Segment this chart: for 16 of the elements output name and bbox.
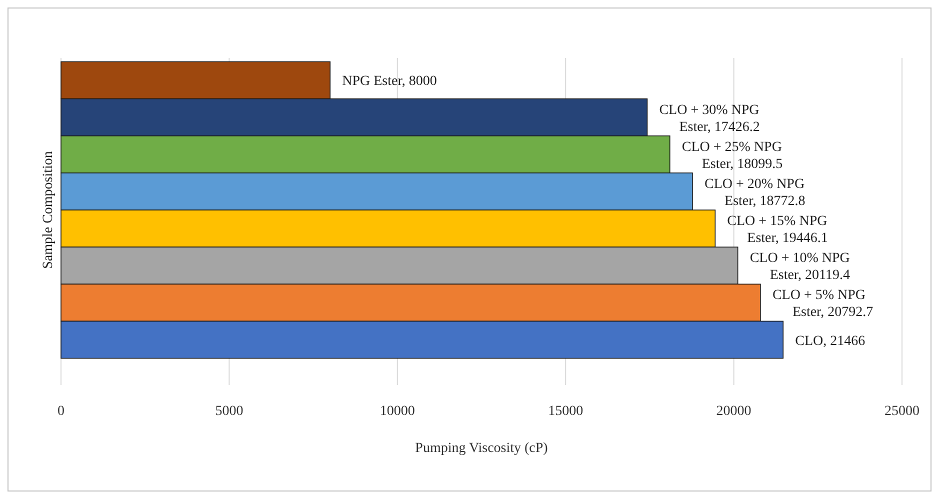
data-label: CLO, 21466 <box>795 334 866 349</box>
data-label: CLO + 30% NPG Ester, 17426.2 <box>659 102 760 135</box>
x-tick-label: 10000 <box>380 404 415 419</box>
data-label: CLO + 25% NPG Ester, 18099.5 <box>682 140 783 172</box>
x-axis-title: Pumping Viscosity (cP) <box>415 441 548 456</box>
data-label: CLO + 10% NPG Ester, 20119.4 <box>750 251 850 284</box>
x-tick-label: 15000 <box>548 404 584 419</box>
x-tick-label: 5000 <box>215 404 244 419</box>
data-label: CLO + 20% NPG Ester, 18772.8 <box>704 176 806 209</box>
data-label: CLO + 5% NPG Ester, 20792.7 <box>772 288 874 320</box>
x-tick-label: 25000 <box>884 404 920 419</box>
data-label: NPG Ester, 8000 <box>342 74 437 90</box>
y-axis-title: Sample Composition <box>41 151 56 269</box>
x-tick-label: 20000 <box>716 404 752 419</box>
x-tick-label: 0 <box>58 404 64 419</box>
data-label: CLO + 15% NPG Ester, 19446.1 <box>727 214 828 246</box>
